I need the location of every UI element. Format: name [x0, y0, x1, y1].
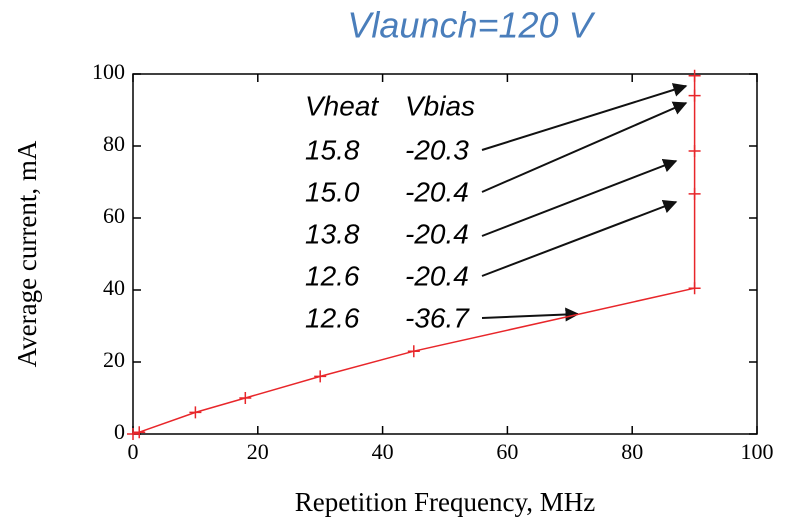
arrow [481, 199, 678, 277]
y-axis-label: Average current, mA [12, 140, 42, 367]
data-line [132, 75, 696, 435]
chart-title: Vlaunch=120 V [347, 5, 595, 46]
arrow [481, 83, 688, 151]
annotation-cell: -20.3 [405, 134, 469, 165]
annotation-cell: 13.8 [305, 218, 360, 249]
annotation-cell: 12.6 [305, 302, 360, 333]
annotation-cell: 15.8 [305, 134, 360, 165]
annotation-cell: 15.0 [305, 176, 360, 207]
x-tick-label: 20 [247, 439, 269, 464]
y-tick-label: 60 [103, 203, 125, 228]
arrow [481, 159, 678, 237]
x-tick-label: 40 [372, 439, 394, 464]
annotation-cell: -20.4 [405, 218, 469, 249]
plot-frame [132, 73, 758, 435]
y-tick-label: 80 [103, 131, 125, 156]
x-axis-label: Repetition Frequency, MHz [295, 487, 595, 517]
annotation-cell: 12.6 [305, 260, 360, 291]
y-tick-label: 20 [103, 347, 125, 372]
data-point [314, 370, 327, 383]
y-tick-label: 0 [114, 419, 125, 444]
y-tick-label: 40 [103, 275, 125, 300]
arrow [481, 307, 580, 322]
x-tick-label: 60 [496, 439, 518, 464]
annotation-header: Vheat [305, 90, 379, 121]
data-point [688, 89, 701, 102]
data-point [189, 406, 202, 419]
data-point [133, 426, 146, 439]
arrow [481, 101, 688, 193]
data-point [688, 187, 701, 200]
data-point [688, 69, 701, 82]
annotation-header: Vbias [405, 90, 475, 121]
x-tick-label: 0 [128, 439, 139, 464]
data-point [127, 428, 139, 440]
annotation-cell: -20.4 [405, 260, 469, 291]
data-point [239, 392, 252, 404]
data-point [688, 145, 701, 158]
data-point [688, 282, 701, 295]
data-point [407, 345, 420, 358]
x-tick-label: 100 [741, 439, 774, 464]
x-tick-label: 80 [621, 439, 643, 464]
annotation-cell: -20.4 [405, 176, 469, 207]
arrows [481, 83, 688, 322]
y-tick-label: 100 [92, 59, 125, 84]
annotation-cell: -36.7 [405, 302, 470, 333]
